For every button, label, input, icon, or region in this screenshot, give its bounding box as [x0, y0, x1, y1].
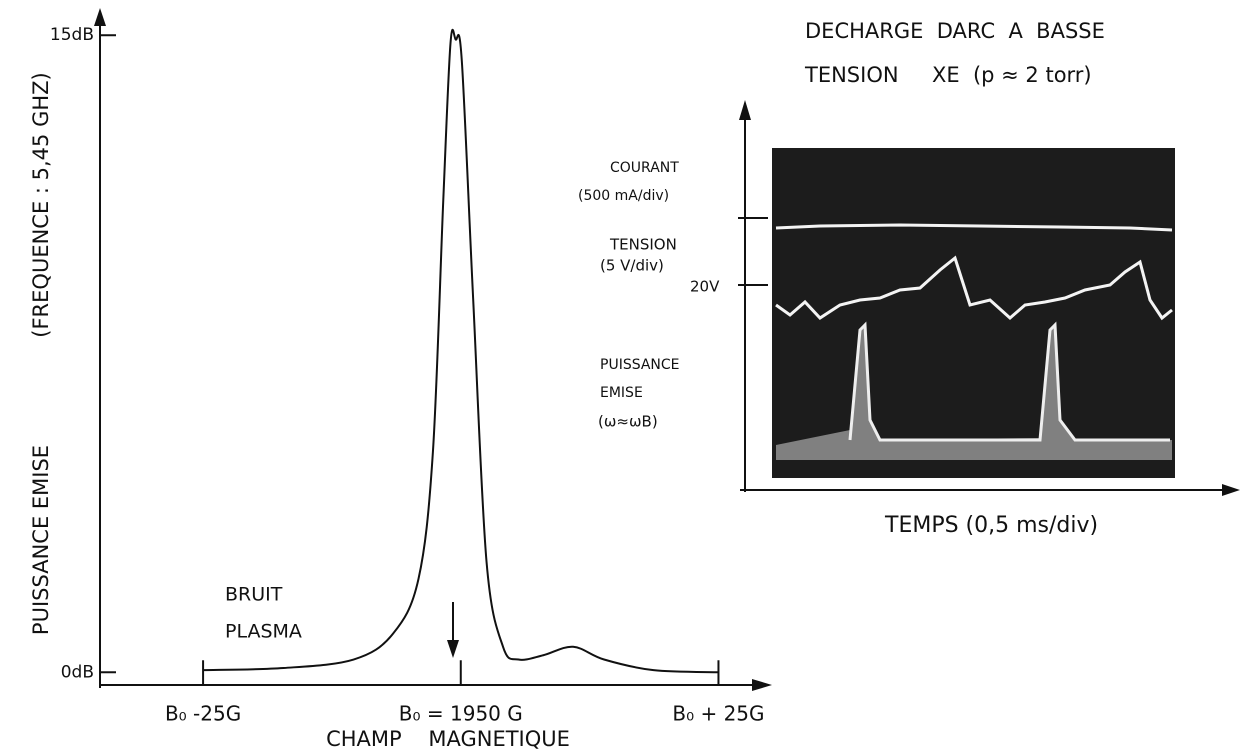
- x-arrow: [752, 679, 772, 691]
- inset-label: 20V: [690, 278, 720, 296]
- inset-label: (500 mA/div): [578, 188, 669, 204]
- inset-title: DECHARGE DARC A BASSE: [805, 19, 1105, 43]
- inset-label: EMISE: [600, 385, 643, 401]
- x-label: CHAMP MAGNETIQUE: [326, 727, 570, 751]
- inset-arrow: [739, 100, 751, 120]
- current-trace: [775, 223, 1173, 232]
- oscilloscope-photo: [772, 148, 1175, 478]
- x-tick-label: B₀ = 1950 G: [399, 702, 523, 726]
- inset-label: COURANT: [610, 160, 679, 176]
- inset-title: TENSION XE (p ≈ 2 torr): [804, 63, 1092, 87]
- inset-label: (ω≈ωB): [598, 413, 658, 431]
- inset-label: PUISSANCE: [600, 357, 680, 373]
- y-label-note: (FREQUENCE : 5,45 GHZ): [29, 72, 53, 337]
- arrow-head: [447, 640, 459, 658]
- power-trace: [848, 321, 1170, 442]
- annotation: PLASMA: [225, 621, 302, 643]
- y-label: PUISSANCE EMISE: [29, 445, 53, 635]
- annotation: BRUIT: [225, 584, 283, 606]
- y-tick-label: 15dB: [50, 25, 94, 45]
- x-tick-label: B₀ -25G: [165, 702, 241, 726]
- y-tick-label: 0dB: [61, 662, 94, 682]
- inset-arrow: [1222, 484, 1240, 496]
- inset-x-label: TEMPS (0,5 ms/div): [884, 513, 1098, 538]
- inset-label: TENSION: [609, 236, 677, 254]
- y-arrow: [94, 8, 106, 26]
- x-tick-label: B₀ + 25G: [672, 702, 764, 726]
- inset-label: (5 V/div): [600, 257, 664, 275]
- voltage-trace: [775, 255, 1173, 321]
- curve: [203, 28, 719, 674]
